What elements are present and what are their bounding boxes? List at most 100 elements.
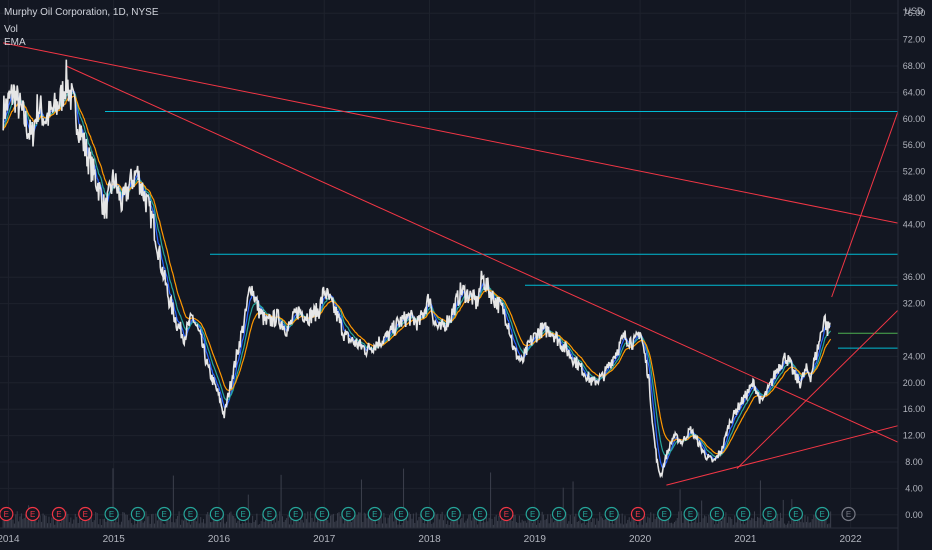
earnings-event-marker — [51, 506, 67, 522]
ema-line-2 — [2, 92, 832, 458]
earnings-event-marker — [709, 506, 725, 522]
earnings-event-marker — [788, 506, 803, 522]
earnings-event-label: E — [530, 510, 535, 519]
earnings-event-marker — [604, 506, 619, 522]
earnings-event-label: E — [241, 510, 246, 519]
earnings-event-marker — [525, 506, 540, 522]
earnings-event-label: E — [793, 510, 798, 519]
earnings-event-label: E — [477, 510, 482, 519]
earnings-event-label: E — [267, 510, 272, 519]
y-tick-label: 72.00 — [903, 35, 926, 45]
earnings-event-marker — [683, 506, 698, 522]
earnings-event-marker — [472, 506, 488, 522]
earnings-event-marker — [841, 506, 856, 522]
x-tick-label: 2014 — [0, 534, 20, 545]
earnings-event-label: E — [109, 510, 114, 519]
earnings-event-marker — [736, 506, 751, 522]
earnings-event-label: E — [135, 510, 140, 519]
earnings-event-label: E — [635, 510, 640, 519]
earnings-event-label: E — [714, 510, 719, 519]
earnings-event-label: E — [846, 510, 851, 519]
x-tick-label: 2021 — [734, 534, 757, 545]
earnings-event-marker — [551, 506, 567, 522]
earnings-event-marker — [762, 506, 777, 522]
x-tick-label: 2019 — [524, 534, 547, 545]
y-tick-label: 44.00 — [903, 219, 926, 229]
y-tick-label: 20.00 — [903, 378, 926, 388]
earnings-event-marker — [315, 506, 330, 522]
currency-label: USD — [904, 6, 924, 16]
y-tick-label: 76.00 — [903, 8, 926, 18]
price-axis-bg — [898, 0, 932, 550]
y-tick-label: 8.00 — [905, 457, 923, 467]
ema-line-3 — [2, 95, 832, 455]
earnings-event-label: E — [319, 510, 324, 519]
x-tick-label: 2015 — [103, 534, 126, 545]
earnings-event-marker — [130, 506, 146, 522]
earnings-event-marker — [104, 506, 119, 522]
earnings-event-label: E — [372, 510, 377, 519]
earnings-event-label: E — [556, 510, 561, 519]
earnings-event-marker — [630, 506, 646, 522]
indicator-vol-label[interactable]: Vol — [4, 24, 18, 35]
earnings-event-label: E — [162, 510, 167, 519]
trend-line — [66, 65, 899, 443]
x-tick-label: 2018 — [418, 534, 441, 545]
earnings-event-label: E — [30, 510, 35, 519]
earnings-event-marker — [78, 506, 93, 522]
x-tick-label: 2022 — [840, 534, 863, 545]
earnings-event-label: E — [293, 510, 298, 519]
y-tick-label: 24.00 — [903, 351, 926, 361]
trend-lines — [3, 42, 899, 486]
y-tick-label: 12.00 — [903, 431, 926, 441]
time-axis: 2014 2015 2016 2017 2018 2019 2020 2021 2022 — [0, 527, 898, 545]
earnings-event-marker — [262, 506, 277, 522]
earnings-event-marker — [25, 506, 40, 522]
earnings-event-marker — [657, 506, 672, 522]
y-tick-label: 16.00 — [903, 404, 926, 414]
y-tick-label: 56.00 — [903, 140, 926, 150]
earnings-event-label: E — [504, 510, 509, 519]
earnings-event-label: E — [56, 510, 61, 519]
x-tick-label: 2020 — [629, 534, 652, 545]
earnings-event-marker — [815, 506, 830, 522]
earnings-event-marker — [183, 506, 198, 522]
earnings-event-label: E — [820, 510, 825, 519]
y-tick-label: 64.00 — [903, 87, 926, 97]
trend-line — [736, 309, 899, 469]
earnings-event-label: E — [767, 510, 772, 519]
earnings-event-marker — [236, 506, 251, 522]
price-series — [2, 59, 831, 479]
earnings-event-marker — [288, 506, 303, 522]
earnings-event-marker — [367, 506, 382, 522]
earnings-event-label: E — [451, 510, 456, 519]
trend-line — [666, 425, 899, 486]
y-tick-label: 52.00 — [903, 167, 926, 177]
earnings-event-label: E — [741, 510, 746, 519]
y-tick-label: 32.00 — [903, 299, 926, 309]
horizontal-levels: 61.1139.4734.7827.5125.2528.93 — [105, 105, 932, 355]
earnings-event-label: E — [214, 510, 219, 519]
y-tick-label: 60.00 — [903, 114, 926, 124]
price-line — [2, 59, 831, 479]
y-tick-label: 4.00 — [905, 483, 923, 493]
chart-title: Murphy Oil Corporation, 1D, NYSE — [4, 7, 159, 18]
trend-line — [831, 111, 899, 298]
earnings-event-marker — [341, 506, 356, 522]
earnings-event-label: E — [346, 510, 351, 519]
volume-bars — [2, 468, 832, 528]
indicator-ema-label[interactable]: EMA — [4, 37, 26, 48]
earnings-event-marker — [420, 506, 435, 522]
earnings-event-marker — [446, 506, 461, 522]
y-tick-label: 68.00 — [903, 61, 926, 71]
earnings-event-marker — [499, 506, 514, 522]
x-tick-label: 2016 — [208, 534, 231, 545]
earnings-event-label: E — [398, 510, 403, 519]
trend-line — [3, 42, 899, 224]
grid — [0, 0, 898, 528]
earnings-event-label: E — [688, 510, 693, 519]
x-tick-label: 2017 — [313, 534, 336, 545]
earnings-event-label: E — [425, 510, 430, 519]
